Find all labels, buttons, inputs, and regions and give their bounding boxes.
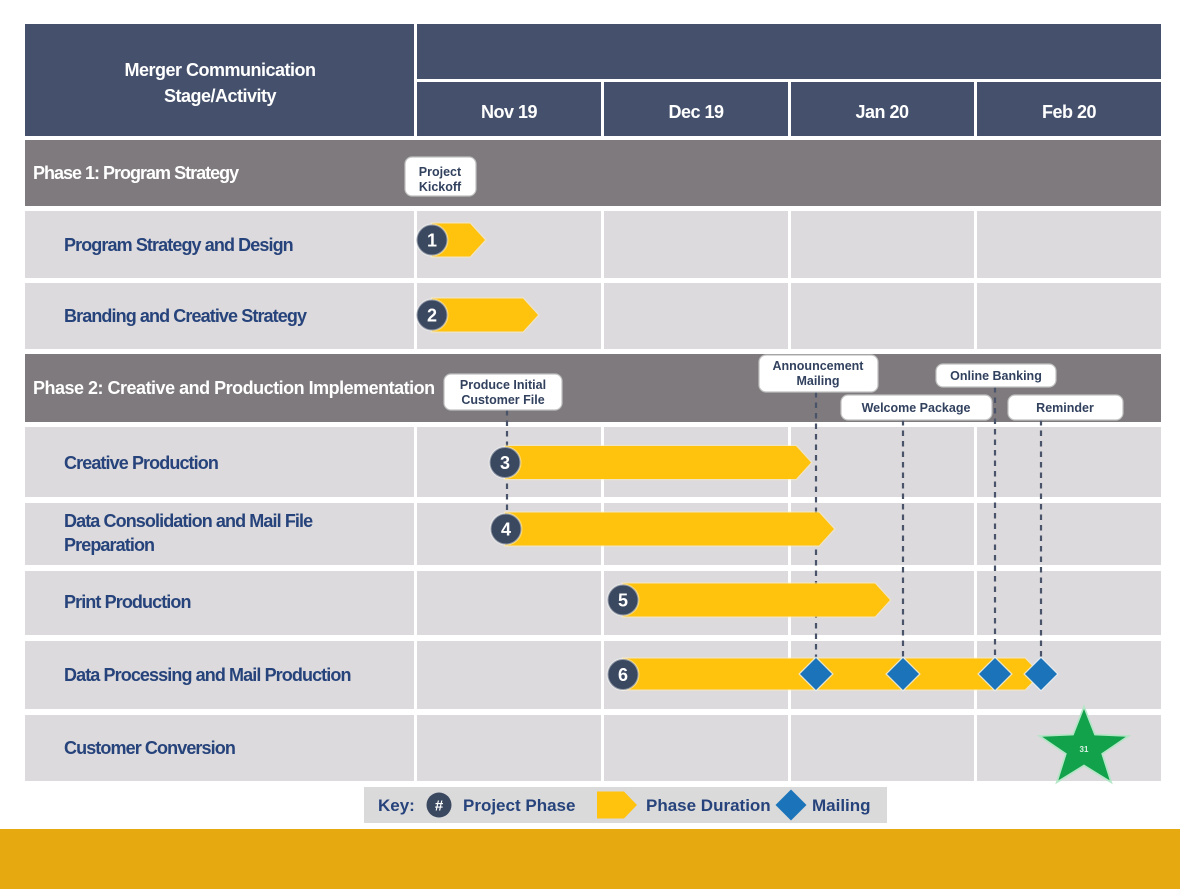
svg-text:Feb 20: Feb 20	[1042, 102, 1097, 122]
svg-text:Dec 19: Dec 19	[668, 102, 724, 122]
svg-text:31: 31	[1080, 745, 1089, 754]
svg-text:Program Strategy and Design: Program Strategy and Design	[64, 235, 293, 255]
svg-text:5: 5	[618, 591, 628, 611]
svg-text:Produce Initial: Produce Initial	[460, 378, 546, 392]
svg-text:1: 1	[427, 231, 437, 251]
svg-text:Online Banking: Online Banking	[950, 369, 1042, 383]
svg-text:Branding and Creative Strategy: Branding and Creative Strategy	[64, 306, 307, 326]
svg-text:Key:: Key:	[378, 796, 415, 815]
svg-text:Mailing: Mailing	[812, 796, 871, 815]
svg-text:Nov 19: Nov 19	[481, 102, 538, 122]
svg-text:2: 2	[427, 306, 437, 326]
svg-text:Project Phase: Project Phase	[463, 796, 575, 815]
svg-text:Data Consolidation and Mail Fi: Data Consolidation and Mail File	[64, 511, 313, 531]
svg-text:Project: Project	[419, 165, 462, 179]
svg-text:Customer Conversion: Customer Conversion	[64, 738, 235, 758]
svg-text:#: #	[435, 798, 444, 815]
svg-text:Mailing: Mailing	[796, 374, 839, 388]
svg-text:Jan 20: Jan 20	[855, 102, 909, 122]
svg-text:Data Processing and Mail Produ: Data Processing and Mail Production	[64, 665, 351, 685]
svg-text:Customer File: Customer File	[461, 393, 544, 407]
svg-text:Creative Production: Creative Production	[64, 453, 218, 473]
svg-text:Phase Duration: Phase Duration	[646, 796, 771, 815]
svg-text:6: 6	[618, 665, 628, 685]
svg-text:Phase 2: Creative and Producti: Phase 2: Creative and Production Impleme…	[33, 378, 435, 398]
svg-text:4: 4	[501, 520, 511, 540]
svg-text:Kickoff: Kickoff	[419, 180, 462, 194]
svg-text:Stage/Activity: Stage/Activity	[164, 86, 277, 106]
svg-text:Announcement: Announcement	[773, 359, 865, 373]
svg-text:Welcome Package: Welcome Package	[862, 401, 971, 415]
svg-text:3: 3	[500, 453, 510, 473]
svg-text:Reminder: Reminder	[1036, 401, 1094, 415]
svg-text:Merger Communication: Merger Communication	[124, 60, 315, 80]
svg-text:Preparation: Preparation	[64, 535, 154, 555]
svg-text:Print Production: Print Production	[64, 592, 191, 612]
svg-text:Phase 1: Program Strategy: Phase 1: Program Strategy	[33, 163, 239, 183]
